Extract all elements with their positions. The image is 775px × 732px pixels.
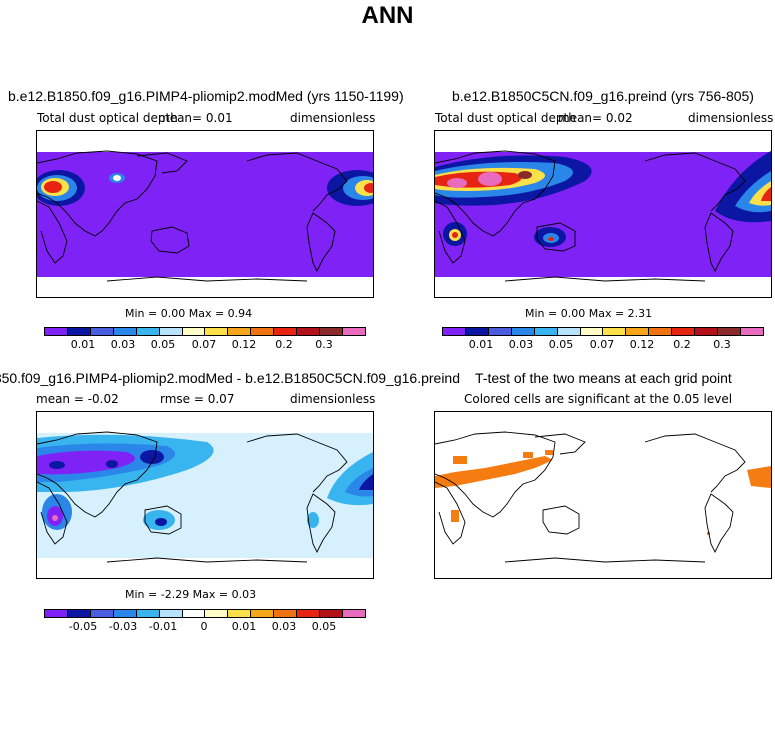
variable-label-top-right: Total dust optical depth [435,111,576,125]
map-panel-top-right [434,130,772,298]
colorbar-tick: 0.3 [315,338,333,351]
colorbar-tick: 0.07 [589,338,615,351]
mean-label-top-right: mean= 0.02 [558,111,633,125]
colorbar-bottom-left [44,609,366,618]
units-label-top-right: dimensionless [688,111,774,125]
colorbar-tick: -0.05 [68,620,98,633]
min-max-top-left: Min = 0.00 Max = 0.94 [125,307,253,320]
colorbar-tick: -0.03 [108,620,138,633]
colorbar-top-right [442,327,764,336]
colorbar-tick: 0.03 [271,620,297,633]
figure-title: ANN [361,2,414,29]
min-max-top-right: Min = 0.00 Max = 2.31 [525,307,653,320]
colorbar-tick: -0.01 [148,620,178,633]
t-test-significance-map [435,412,771,578]
colorbar-tick: 0.05 [311,620,337,633]
dust-map-preind [435,131,771,297]
panel-title-top-left: b.e12.B1850.f09_g16.PIMP4-pliomip2.modMe… [8,88,404,104]
colorbar-tick: 0.03 [508,338,534,351]
map-panel-top-left [36,130,374,298]
min-max-bottom-left: Min = -2.29 Max = 0.03 [125,588,257,601]
panel-title-top-right: b.e12.B1850C5CN.f09_g16.preind (yrs 756-… [452,88,754,104]
rmse-label-bottom-left: rmse = 0.07 [160,392,235,406]
colorbar-tick: 0.12 [629,338,655,351]
mean-label-top-left: mean= 0.01 [158,111,233,125]
colorbar-tick: 0.01 [70,338,96,351]
colorbar-tick: 0.07 [191,338,217,351]
panel-title-bottom-right: T-test of the two means at each grid poi… [475,370,732,386]
variable-label-top-left: Total dust optical depth [37,111,178,125]
panel-title-clip-bottom-left: b.e12.B1850.f09_g16.PIMP4-pliomip2.modMe… [0,370,460,390]
colorbar-top-left [44,327,366,336]
mean-label-bottom-left: mean = -0.02 [36,392,119,406]
panel-subtitle-bottom-right: Colored cells are significant at the 0.0… [464,392,733,406]
colorbar-tick: 0.01 [468,338,494,351]
colorbar-tick: 0.05 [548,338,574,351]
colorbar-tick: 0.3 [713,338,731,351]
colorbar-tick: 0.2 [275,338,293,351]
map-panel-bottom-left [36,411,374,579]
map-panel-bottom-right [434,411,772,579]
units-label-top-left: dimensionless [290,111,376,125]
dust-map-pliomip [37,131,373,297]
colorbar-tick: 0.01 [231,620,257,633]
panel-title-bottom-left: b.e12.B1850.f09_g16.PIMP4-pliomip2.modMe… [0,370,460,386]
colorbar-tick: 0.12 [231,338,257,351]
colorbar-tick: 0.03 [110,338,136,351]
colorbar-tick: 0 [200,620,208,633]
colorbar-tick: 0.2 [673,338,691,351]
units-label-bottom-left: dimensionless [290,392,376,406]
colorbar-tick: 0.05 [150,338,176,351]
dust-difference-map [37,412,373,578]
